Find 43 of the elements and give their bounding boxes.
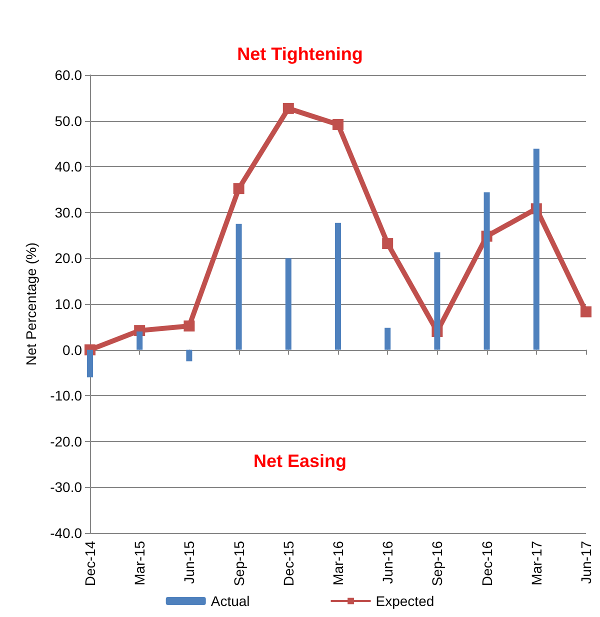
point bbox=[282, 102, 294, 114]
bar bbox=[335, 222, 341, 350]
y-tick-label: -30.0 bbox=[50, 479, 82, 496]
x-tick-label: Mar-17 bbox=[528, 540, 544, 586]
bar bbox=[236, 224, 242, 350]
y-tick-label: 50.0 bbox=[54, 112, 82, 129]
x-tick-label: Sep-15 bbox=[230, 540, 247, 586]
bar bbox=[484, 192, 490, 350]
annotation: Net Easing bbox=[253, 451, 347, 471]
point bbox=[382, 238, 394, 250]
bar bbox=[136, 331, 143, 350]
bar bbox=[285, 258, 292, 350]
point bbox=[233, 183, 244, 194]
point bbox=[184, 320, 195, 332]
y-tick-label: 0.0 bbox=[62, 342, 82, 358]
y-tick-label: -10.0 bbox=[50, 388, 82, 404]
x-tick-label: Dec-15 bbox=[280, 540, 296, 586]
text: Net Tightening bbox=[237, 44, 363, 64]
x-tick-label: Jun-16 bbox=[380, 540, 396, 584]
y-tick-label: 60.0 bbox=[54, 67, 82, 83]
legend-label: Expected bbox=[376, 593, 434, 609]
y-tick-label: -20.0 bbox=[50, 433, 82, 450]
x-tick-label: Jun-15 bbox=[181, 540, 198, 584]
bar bbox=[87, 350, 93, 378]
x-tick-label: Dec-14 bbox=[82, 540, 98, 586]
bar bbox=[533, 148, 540, 350]
y-tick-label: -40.0 bbox=[50, 525, 82, 541]
y-tick-label: 20.0 bbox=[54, 250, 82, 266]
x-tick-label: Dec-16 bbox=[478, 540, 495, 586]
x-tick-label: Jun-17 bbox=[578, 540, 594, 584]
x-tick-label: Sep-16 bbox=[429, 540, 446, 586]
bar bbox=[434, 252, 440, 350]
y-tick-label: 40.0 bbox=[54, 158, 82, 175]
y-tick-label: 10.0 bbox=[54, 296, 82, 312]
bar bbox=[384, 328, 391, 350]
bar bbox=[186, 350, 192, 362]
point bbox=[580, 306, 592, 318]
x-tick-label: Mar-15 bbox=[132, 540, 148, 586]
x-tick-label: Mar-16 bbox=[330, 540, 346, 586]
y-axis-title: Net Percentage (%) bbox=[23, 242, 39, 366]
legend-label: Actual bbox=[210, 593, 250, 609]
y-tick-label: 30.0 bbox=[54, 204, 82, 220]
point bbox=[332, 118, 344, 130]
